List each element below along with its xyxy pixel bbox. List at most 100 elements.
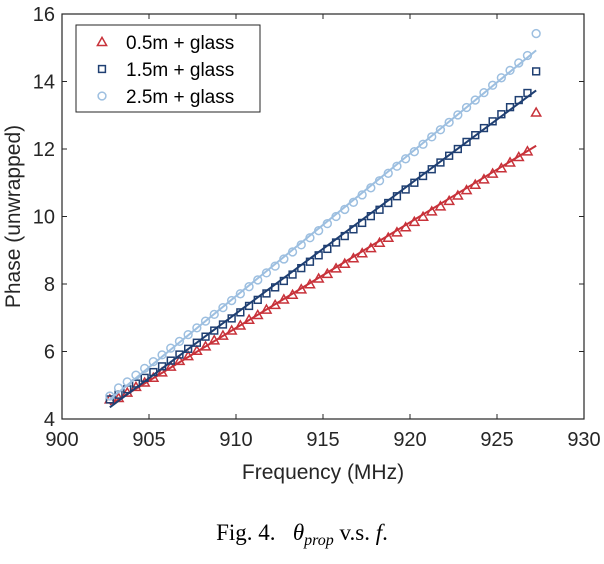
y-tick-label: 16	[33, 4, 55, 26]
circle-marker	[444, 117, 454, 127]
square-marker	[184, 344, 193, 353]
square-marker	[418, 171, 428, 181]
square-marker	[271, 283, 280, 292]
square-marker	[192, 338, 201, 347]
x-axis-title: Frequency (MHz)	[242, 461, 404, 484]
square-marker	[253, 295, 262, 305]
triangle-marker	[225, 324, 238, 335]
circle-marker	[209, 309, 219, 320]
triangle-marker	[304, 278, 316, 289]
x-tick-label: 920	[393, 429, 426, 451]
circle-marker	[174, 336, 185, 347]
square-marker	[384, 198, 393, 208]
triangle-marker	[286, 288, 299, 299]
circle-marker	[157, 350, 167, 360]
square-marker	[227, 314, 236, 323]
phase-frequency-chart: 900 905 910 915 920 925 930 4 6 8 10 12 14 16 Freque…	[2, 4, 601, 484]
circle-marker	[366, 183, 376, 193]
square-marker	[149, 367, 158, 377]
legend-box	[75, 24, 261, 113]
triangle-marker	[182, 350, 195, 361]
triangle-marker	[243, 313, 255, 324]
circle-marker	[287, 247, 298, 257]
triangle-marker	[173, 354, 186, 366]
square-marker	[366, 212, 376, 221]
triangle-marker	[330, 262, 342, 273]
square-marker	[175, 350, 184, 359]
circle-marker	[383, 168, 393, 178]
square-marker	[210, 326, 219, 335]
square-marker	[323, 244, 332, 254]
square-marker	[201, 332, 210, 341]
triangle-marker	[460, 184, 473, 195]
circle-marker	[470, 95, 480, 105]
circle-marker	[418, 139, 428, 149]
triangle-marker	[504, 156, 516, 167]
circle-marker	[522, 50, 533, 61]
triangle-marker	[96, 35, 108, 47]
figure-caption: Fig. 4. θprop v.s. f.	[0, 520, 604, 550]
x-tick-label: 905	[132, 429, 165, 451]
triangle-marker	[338, 257, 351, 268]
triangle-marker	[364, 242, 377, 253]
triangle-marker	[156, 366, 168, 377]
square-marker	[532, 67, 541, 76]
circle-marker	[131, 370, 141, 380]
x-tick-label: 930	[567, 429, 600, 451]
circle-marker	[531, 28, 541, 39]
square-marker	[97, 64, 107, 74]
square-marker	[375, 205, 384, 214]
series-2	[105, 28, 541, 401]
square-marker	[166, 356, 175, 365]
circle-marker	[296, 240, 306, 250]
x-tick-label: 915	[306, 429, 339, 451]
circle-marker	[261, 268, 272, 278]
circle-marker	[401, 154, 411, 164]
circle-marker	[227, 295, 237, 306]
triangle-marker	[208, 334, 221, 345]
triangle-marker	[469, 178, 482, 189]
square-marker	[471, 131, 480, 140]
circle-marker	[435, 125, 446, 135]
triangle-marker	[391, 226, 403, 237]
square-marker	[479, 123, 489, 133]
circle-marker	[488, 80, 498, 90]
square-marker	[131, 379, 141, 388]
triangle-marker	[486, 167, 499, 178]
triangle-marker	[251, 308, 264, 320]
circle-marker	[97, 91, 107, 101]
square-marker	[244, 301, 254, 311]
series-0	[103, 106, 543, 406]
triangle-marker	[164, 360, 177, 371]
circle-marker	[357, 190, 367, 200]
square-marker	[445, 151, 454, 160]
square-marker	[410, 178, 419, 187]
fit-line	[109, 89, 537, 409]
y-tick-label: 8	[44, 274, 55, 296]
caption-middle: v.s.	[339, 520, 370, 545]
legend-label: 1.5m + glass	[126, 60, 234, 81]
circle-marker	[305, 233, 315, 243]
circle-marker	[244, 282, 254, 292]
square-marker	[297, 263, 306, 273]
triangle-marker	[451, 189, 464, 200]
triangle-marker	[399, 221, 412, 232]
square-marker	[462, 137, 471, 147]
circle-marker	[514, 58, 524, 68]
triangle-marker	[190, 344, 203, 356]
square-marker	[392, 192, 402, 201]
triangle-marker	[425, 205, 438, 216]
square-marker	[505, 103, 515, 112]
triangle-marker	[417, 210, 429, 222]
circle-marker	[253, 275, 263, 285]
circle-marker	[122, 377, 132, 387]
triangle-marker	[434, 200, 447, 211]
legend-label: 2.5m + glass	[126, 87, 234, 108]
circle-marker	[192, 323, 202, 333]
circle-marker	[479, 87, 489, 98]
circle-marker	[392, 161, 402, 171]
triangle-marker	[347, 252, 360, 263]
circle-marker	[235, 289, 246, 299]
square-marker	[523, 88, 532, 98]
circle-marker	[166, 343, 176, 353]
